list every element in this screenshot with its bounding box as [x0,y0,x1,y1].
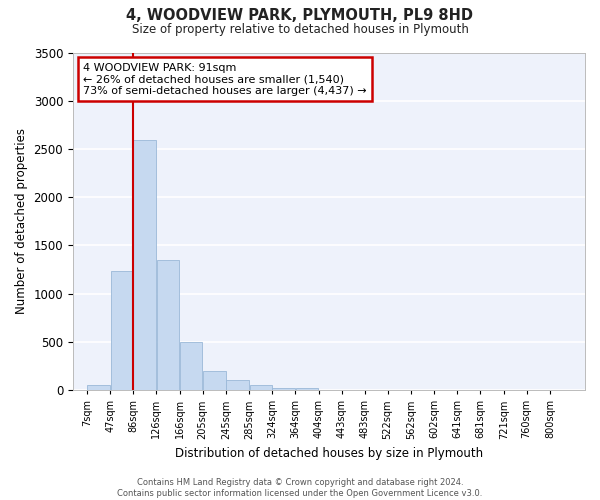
Y-axis label: Number of detached properties: Number of detached properties [15,128,28,314]
Text: Contains HM Land Registry data © Crown copyright and database right 2024.
Contai: Contains HM Land Registry data © Crown c… [118,478,482,498]
Bar [226,380,249,390]
Bar [133,140,156,390]
Bar [250,386,272,390]
X-axis label: Distribution of detached houses by size in Plymouth: Distribution of detached houses by size … [175,447,483,460]
Bar [157,260,179,390]
Bar [180,342,202,390]
Bar [296,388,319,390]
Bar [272,388,295,390]
Bar [110,272,133,390]
Text: 4, WOODVIEW PARK, PLYMOUTH, PL9 8HD: 4, WOODVIEW PARK, PLYMOUTH, PL9 8HD [127,8,473,22]
Text: Size of property relative to detached houses in Plymouth: Size of property relative to detached ho… [131,22,469,36]
Bar [203,371,226,390]
Bar [87,386,110,390]
Text: 4 WOODVIEW PARK: 91sqm
← 26% of detached houses are smaller (1,540)
73% of semi-: 4 WOODVIEW PARK: 91sqm ← 26% of detached… [83,62,367,96]
